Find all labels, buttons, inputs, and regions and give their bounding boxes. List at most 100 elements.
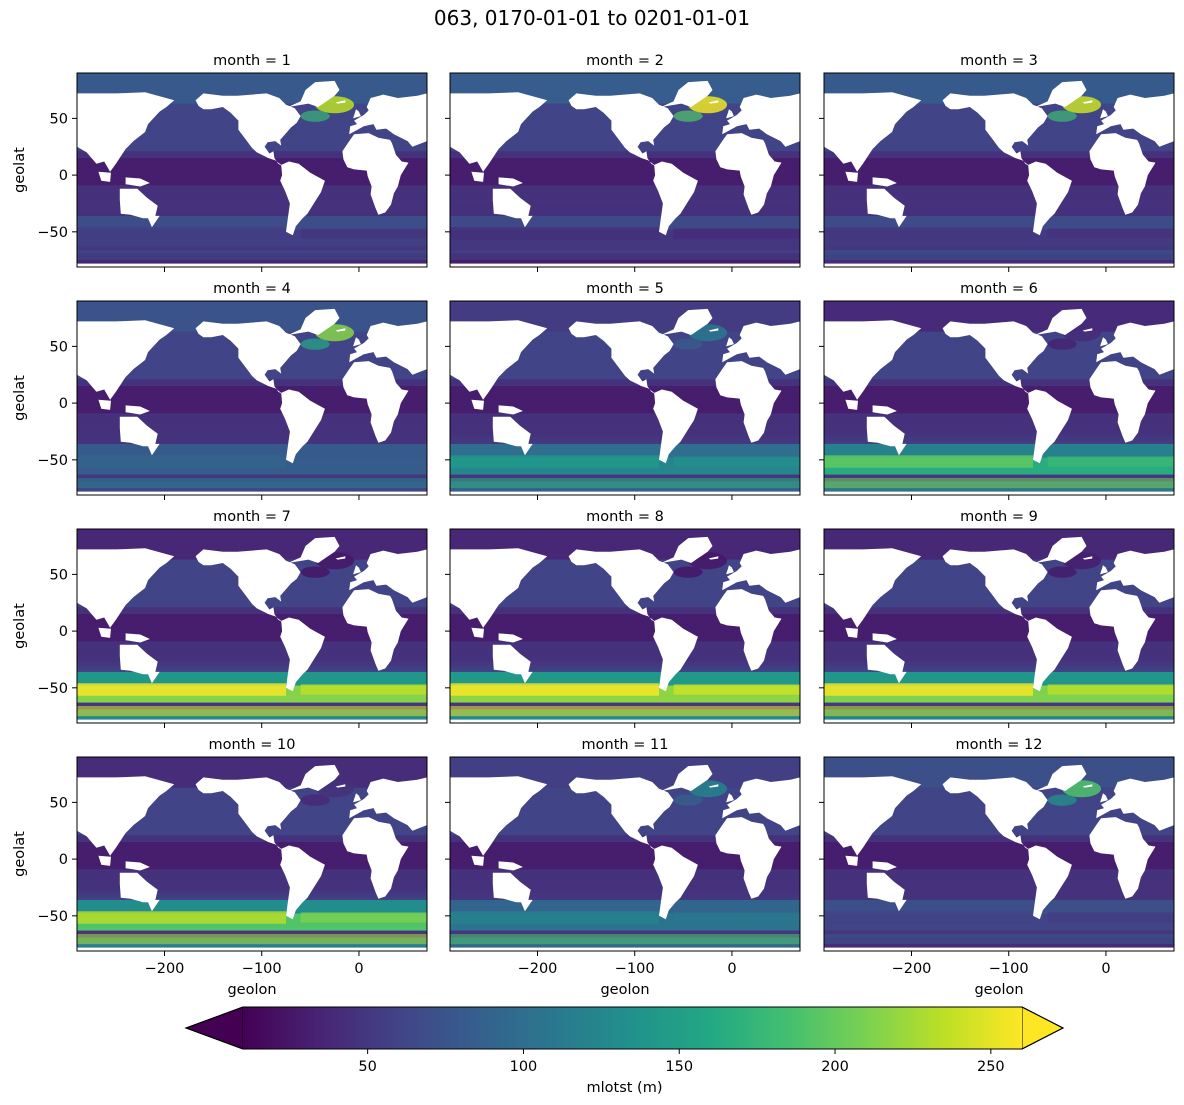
colorbar-outline [184, 1006, 1065, 1050]
field-band [450, 865, 800, 870]
field-band [77, 678, 427, 683]
field-band [450, 307, 800, 312]
land-mask [722, 777, 800, 831]
field-band [77, 198, 427, 203]
southern-ocean-mixing-atlantic [673, 684, 800, 695]
land-mask [942, 777, 1048, 850]
field-band [824, 852, 1174, 857]
field-band [77, 767, 427, 772]
field-band [450, 301, 800, 306]
land-mask [498, 861, 523, 871]
field-band [450, 859, 800, 864]
field-band [77, 757, 427, 762]
labrador-mixing [673, 338, 703, 350]
field-band [824, 403, 1174, 408]
antarctic-coastal-mixing [77, 249, 427, 261]
field-band [824, 848, 1174, 853]
field-band [77, 379, 427, 384]
southern-ocean-mixing-pacific [450, 227, 660, 240]
field-band [77, 307, 427, 312]
field-band [824, 76, 1174, 81]
xtick-label: 0 [727, 961, 736, 977]
land-mask [1035, 764, 1087, 791]
land-mask [872, 633, 897, 643]
land-mask [824, 92, 922, 172]
labrador-mixing [673, 110, 703, 122]
map-panel: month = 6 [819, 281, 1175, 500]
field-band [824, 865, 1174, 870]
land-mask [653, 845, 698, 920]
ylabel: geolat [12, 147, 28, 193]
field-band [77, 301, 427, 306]
field-band [450, 944, 800, 949]
field-band [824, 79, 1174, 84]
field-band [450, 529, 800, 534]
labrador-mixing [300, 794, 330, 806]
colorbar-tick-label: 100 [510, 1059, 538, 1075]
southern-ocean-mixing-atlantic [673, 228, 800, 239]
field-band [77, 386, 427, 391]
land-mask [98, 171, 111, 182]
labrador-mixing [1047, 110, 1077, 122]
field-band [450, 260, 800, 265]
ytick-label: 50 [50, 111, 68, 127]
field-band [77, 872, 427, 877]
field-band [824, 382, 1174, 387]
field-band [824, 83, 1174, 88]
field-band [450, 716, 800, 721]
land-mask [1100, 337, 1108, 347]
land-mask [1082, 100, 1093, 104]
field-band [77, 831, 427, 836]
field-band [824, 178, 1174, 183]
land-mask [450, 92, 548, 172]
field-band [77, 222, 427, 227]
field-band [77, 716, 427, 721]
land-mask [492, 644, 531, 675]
field-band [77, 648, 427, 653]
field-band [77, 239, 427, 244]
field-band [77, 852, 427, 857]
axes-frame [449, 756, 801, 952]
field-band [450, 430, 800, 435]
land-mask [661, 80, 713, 107]
antarctica-mask [77, 263, 427, 267]
land-mask [147, 215, 160, 228]
field-band [824, 192, 1174, 197]
land-mask [1096, 321, 1174, 375]
land-mask [872, 177, 897, 187]
field-band [824, 529, 1174, 534]
field-band [824, 927, 1174, 932]
colorbar-extend-high [1021, 1006, 1065, 1050]
field-band [824, 614, 1174, 619]
field-band [824, 889, 1174, 894]
field-band [77, 675, 427, 680]
ytick-label: 50 [50, 567, 68, 583]
field-band [824, 763, 1174, 768]
antarctic-coastal-mixing [824, 705, 1174, 717]
axes-frame [449, 72, 801, 268]
ylabel: geolat [12, 375, 28, 421]
southern-ocean-mixing-pacific [450, 455, 660, 468]
field-band [77, 158, 427, 163]
axes-frame [449, 300, 801, 496]
field-band [77, 627, 427, 632]
land-mask [708, 100, 719, 104]
field-band [824, 671, 1174, 676]
field-band [824, 423, 1174, 428]
axes-frame [823, 528, 1175, 724]
field-band [450, 154, 800, 159]
field-band [824, 845, 1174, 850]
field-band [824, 665, 1174, 670]
field-band [77, 889, 427, 894]
land-mask [568, 549, 674, 622]
field-band [824, 610, 1174, 615]
land-mask [119, 416, 158, 447]
field-band [77, 658, 427, 663]
ytick-label: 0 [59, 168, 68, 184]
land-mask [726, 337, 734, 347]
field-band [77, 423, 427, 428]
field-band [77, 865, 427, 870]
southern-ocean-mixing-atlantic [300, 456, 427, 467]
field-band [450, 185, 800, 190]
